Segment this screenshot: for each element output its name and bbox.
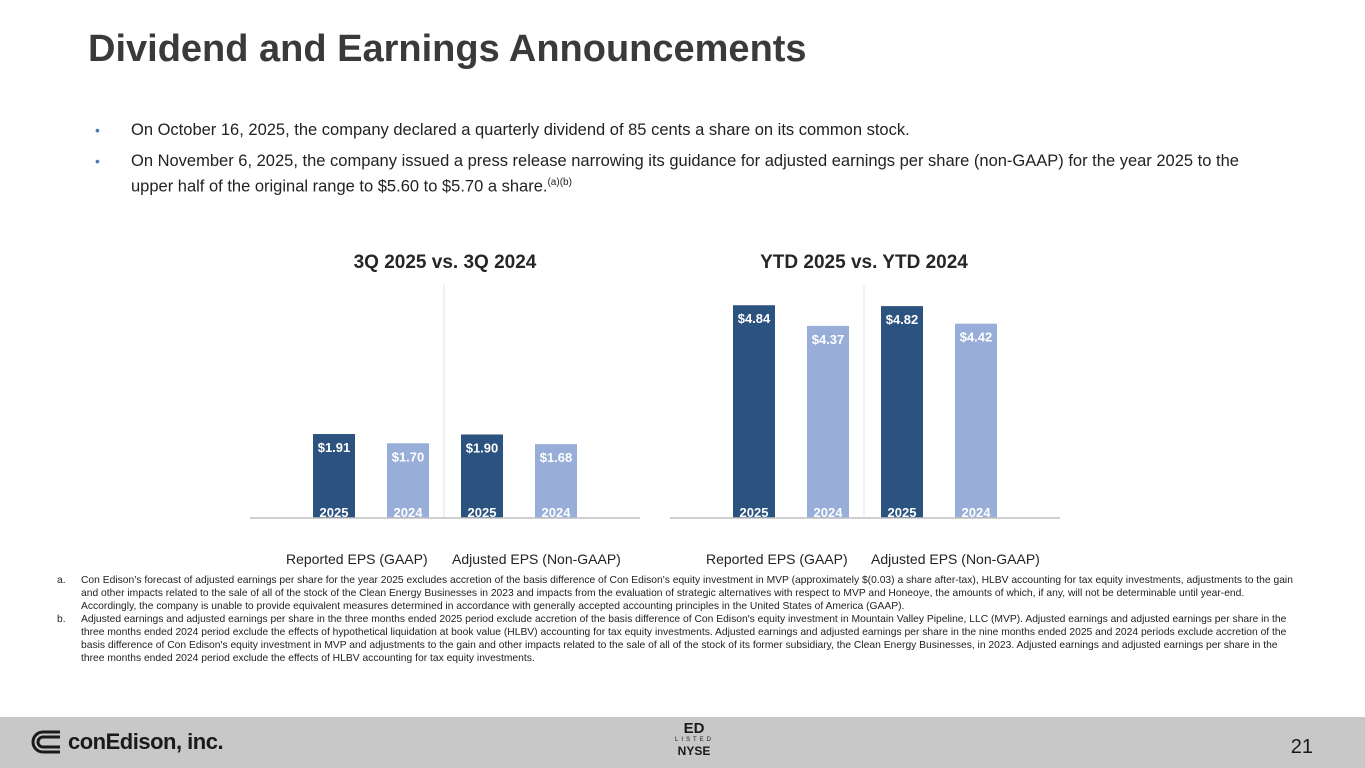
bar-year-label: 2025 — [888, 505, 917, 520]
bar-2024-adjusted — [955, 323, 997, 518]
bar-value-label: $4.37 — [812, 332, 845, 347]
footnote-b: b. Adjusted earnings and adjusted earnin… — [57, 613, 1297, 665]
footnote-key: b. — [57, 614, 66, 625]
category-label-adjusted-ytd: Adjusted EPS (Non-GAAP) — [871, 551, 1040, 567]
footnote-a: a. Con Edison’s forecast of adjusted ear… — [57, 574, 1297, 613]
footer-bar: conEdison, inc. ED LISTED NYSE 21 — [0, 717, 1365, 768]
bullet-text: On November 6, 2025, the company issued … — [131, 152, 1239, 196]
nyse-ticker: ED — [683, 720, 705, 737]
bullet-item: • On November 6, 2025, the company issue… — [95, 151, 1275, 198]
footnote-text: Adjusted earnings and adjusted earnings … — [81, 614, 1287, 664]
bar-year-label: 2024 — [962, 505, 992, 520]
bullet-marker: • — [95, 153, 100, 169]
bar-2025-adjusted — [881, 306, 923, 518]
page-title: Dividend and Earnings Announcements — [88, 28, 807, 70]
bar-value-label: $4.82 — [886, 312, 919, 327]
bar-value-label: $4.84 — [738, 311, 771, 326]
bar-year-label: 2024 — [394, 505, 424, 520]
footnote-key: a. — [57, 575, 66, 586]
quarter-eps-chart: $1.91 2025 $1.70 2024 $1.90 2025 $1.68 2024 — [250, 285, 640, 520]
con-edison-logo-icon — [31, 730, 60, 754]
nyse-listed-text: LISTED — [675, 737, 715, 743]
bullet-item: • On October 16, 2025, the company decla… — [95, 120, 1275, 141]
category-label-reported-ytd: Reported EPS (GAAP) — [706, 551, 848, 567]
bar-year-label: 2024 — [542, 505, 572, 520]
nyse-exchange: NYSE — [677, 744, 711, 758]
bar-2025-reported — [313, 434, 355, 518]
bar-value-label: $1.91 — [318, 440, 351, 455]
con-edison-logo: conEdison, inc. — [30, 729, 224, 755]
bullet-list: • On October 16, 2025, the company decla… — [95, 120, 1275, 208]
bullet-marker: • — [95, 122, 100, 138]
bar-year-label: 2024 — [814, 505, 844, 520]
bar-value-label: $1.70 — [392, 449, 425, 464]
chart-title-ytd: YTD 2025 vs. YTD 2024 — [760, 252, 968, 273]
footnote-text: Con Edison’s forecast of adjusted earnin… — [81, 575, 1293, 612]
nyse-listed-badge: ED LISTED NYSE — [675, 721, 713, 757]
bar-2025-adjusted — [461, 434, 503, 518]
bar-2025-reported — [733, 305, 775, 518]
bar-year-label: 2025 — [468, 505, 497, 520]
logo-text: conEdison, inc. — [68, 729, 224, 754]
chart-title-quarter: 3Q 2025 vs. 3Q 2024 — [353, 252, 537, 273]
bar-2024-adjusted — [535, 444, 577, 518]
bar-year-label: 2025 — [740, 505, 769, 520]
bar-year-label: 2025 — [320, 505, 349, 520]
page-number: 21 — [1290, 736, 1313, 758]
footnotes: a. Con Edison’s forecast of adjusted ear… — [57, 574, 1297, 665]
footnote-reference: (a)(b) — [547, 177, 572, 188]
bar-value-label: $1.90 — [466, 440, 499, 455]
category-label-reported-quarter: Reported EPS (GAAP) — [286, 551, 428, 567]
bar-value-label: $4.42 — [960, 330, 993, 345]
bar-2024-reported — [807, 325, 849, 518]
bar-value-label: $1.68 — [540, 450, 573, 465]
ytd-eps-chart: $4.84 2025 $4.37 2024 $4.82 2025 $4.42 2024 — [670, 285, 1060, 520]
bar-2024-reported — [387, 443, 429, 518]
bullet-text: On October 16, 2025, the company declare… — [131, 121, 910, 139]
category-label-adjusted-quarter: Adjusted EPS (Non-GAAP) — [452, 551, 621, 567]
